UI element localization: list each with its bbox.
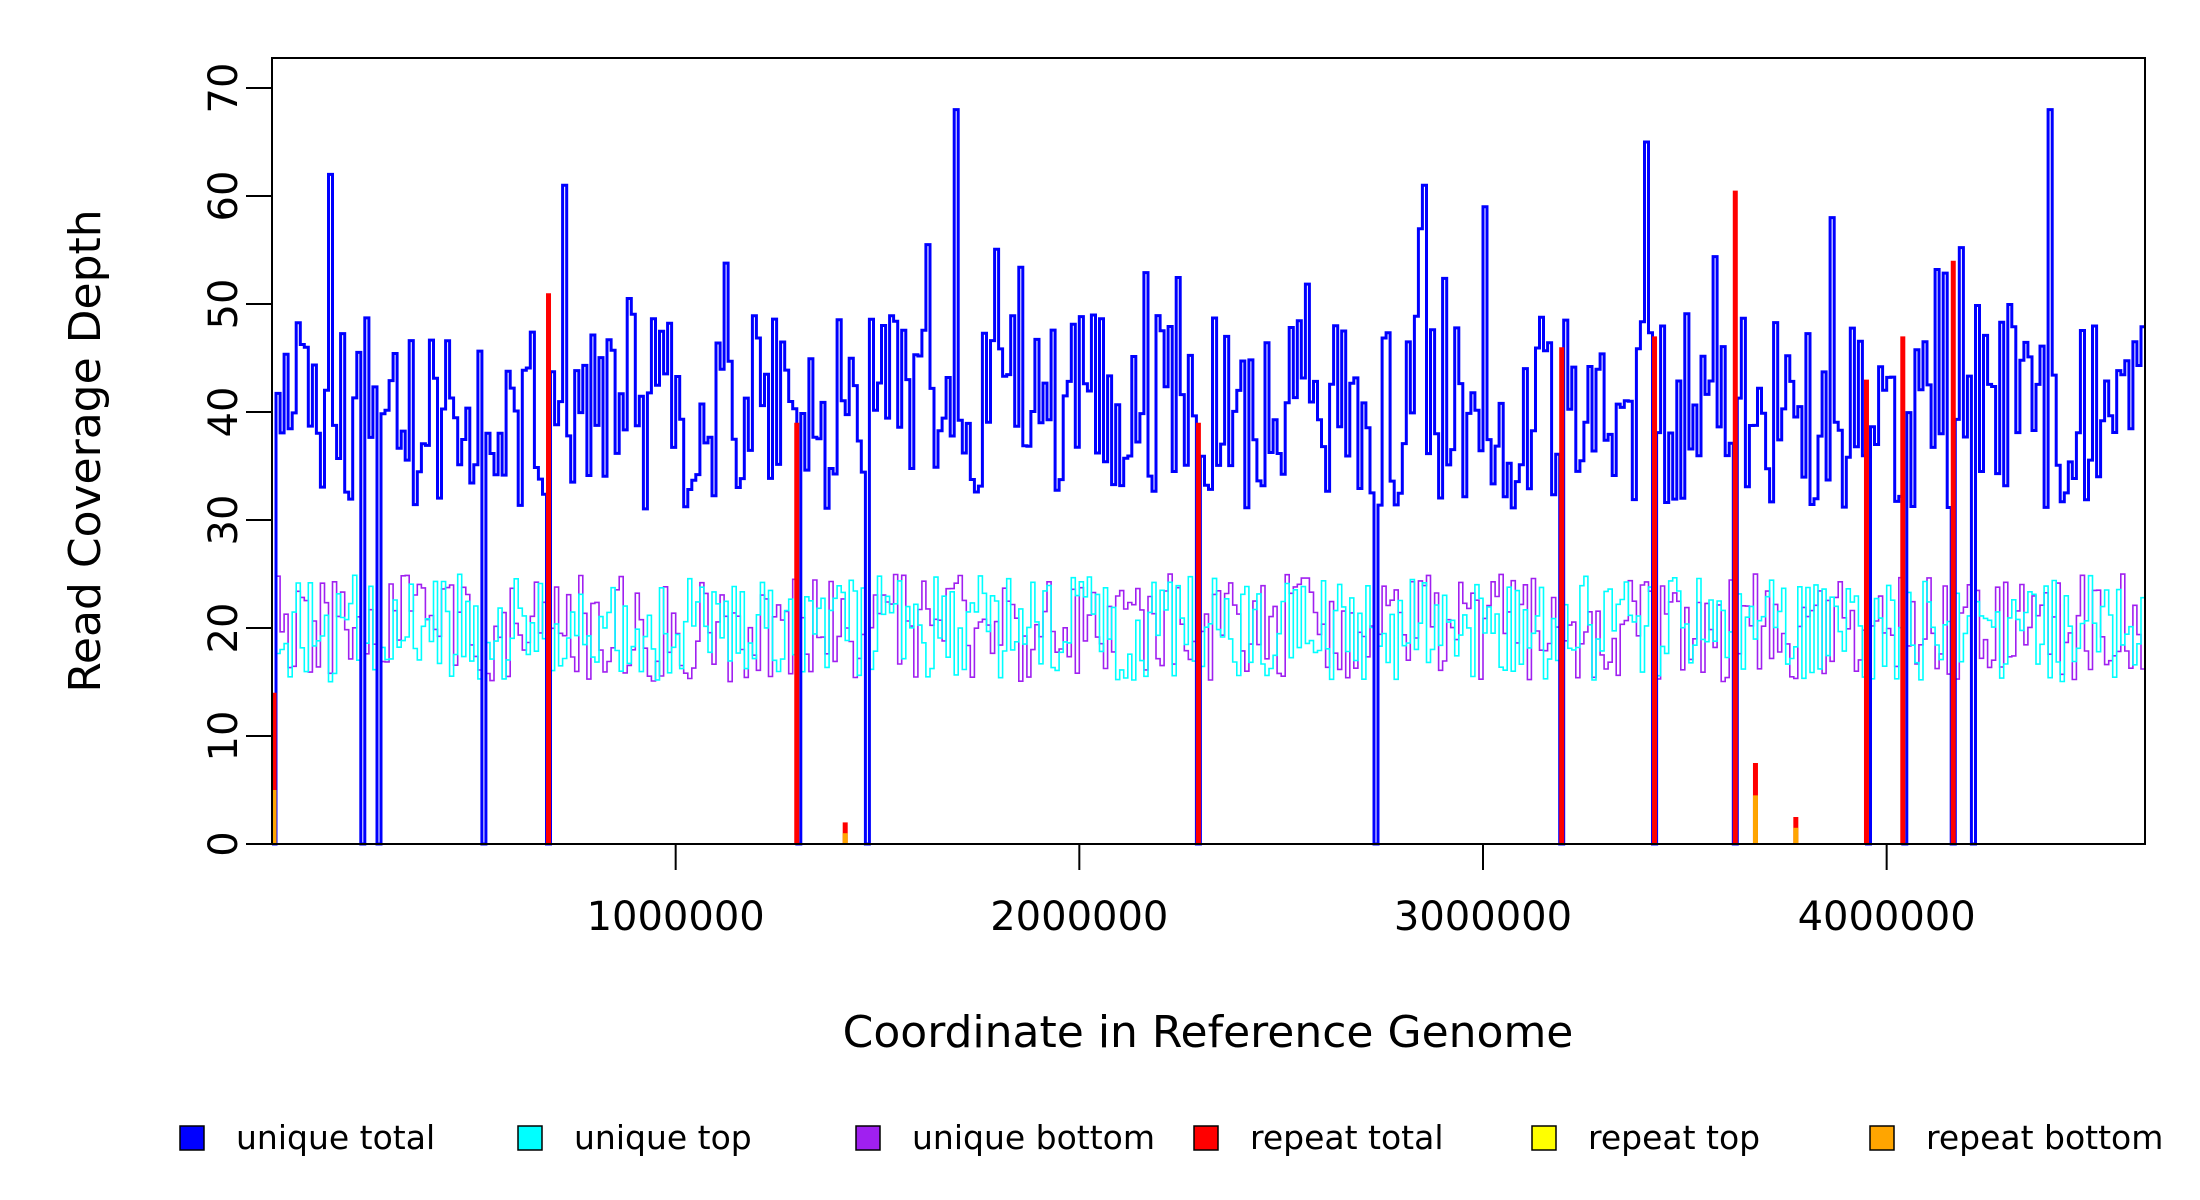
axes-layer: 0 10 20 30 40 50 60 70 1000000 2000000 3000000 4000… — [201, 63, 1976, 940]
y-tick-label-5: 50 — [201, 279, 247, 330]
x-tick-label-3: 4000000 — [1798, 894, 1976, 940]
legend-swatch-2 — [855, 1125, 881, 1151]
legend-label-4: repeat top — [1588, 1118, 1760, 1157]
legend-swatch-3 — [1193, 1125, 1219, 1151]
y-tick-label-1: 10 — [201, 711, 247, 762]
y-axis-title: Read Coverage Depth — [60, 209, 111, 692]
legend-label-5: repeat bottom — [1926, 1118, 2163, 1157]
legend-swatch-1 — [517, 1125, 543, 1151]
y-tick-label-7: 70 — [201, 63, 247, 114]
legend: unique total unique top unique bottom repea… — [179, 1118, 2163, 1157]
y-tick-label-3: 30 — [201, 495, 247, 546]
x-tick-label-2: 3000000 — [1394, 894, 1572, 940]
x-tick-label-1: 2000000 — [990, 894, 1168, 940]
legend-label-1: unique top — [574, 1118, 752, 1157]
legend-swatch-5 — [1869, 1125, 1895, 1151]
legend-label-0: unique total — [236, 1118, 435, 1157]
y-tick-label-0: 0 — [201, 831, 247, 856]
y-tick-label-4: 40 — [201, 387, 247, 438]
series-unique-total — [272, 108, 2145, 846]
legend-swatch-0 — [179, 1125, 205, 1151]
y-tick-label-2: 20 — [201, 603, 247, 654]
series-layer — [271, 108, 2145, 846]
series-unique-bottom — [272, 573, 2145, 845]
x-axis-title: Coordinate in Reference Genome — [843, 1007, 1574, 1058]
x-tick-label-0: 1000000 — [587, 894, 765, 940]
legend-label-2: unique bottom — [912, 1118, 1155, 1157]
series-unique-top — [272, 573, 2145, 845]
legend-swatch-4 — [1531, 1125, 1557, 1151]
legend-label-3: repeat total — [1250, 1118, 1444, 1157]
y-tick-label-6: 60 — [201, 171, 247, 222]
plot-frame — [271, 57, 2146, 845]
